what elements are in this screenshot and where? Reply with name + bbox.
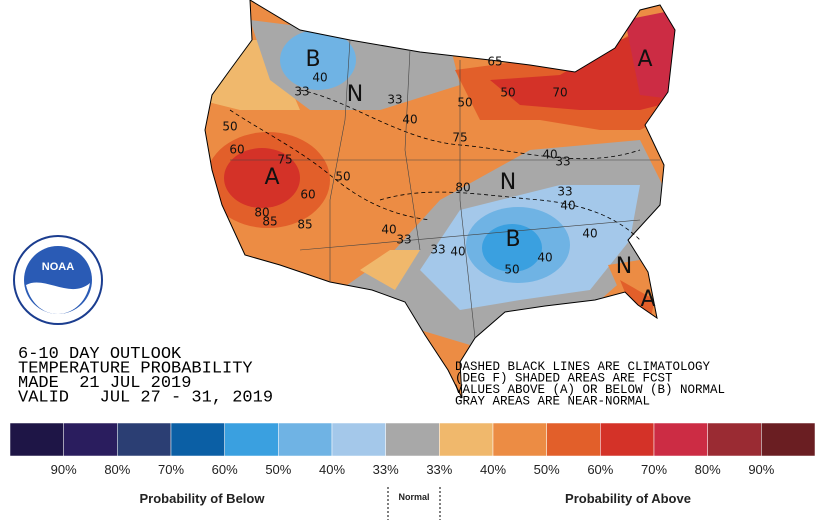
contour-label: 60 (300, 188, 315, 202)
state-line (459, 60, 476, 339)
dashed-line (229, 109, 431, 221)
contour-label: 40 (542, 148, 557, 162)
contour-label: 50 (335, 170, 350, 184)
note-line: (DEG F) SHADED AREAS ARE FCST (455, 372, 673, 386)
outlook-line: 6-10 DAY OUTLOOK (18, 345, 182, 364)
legend-label: 70% (641, 462, 667, 477)
contour-label: 40 (402, 113, 417, 127)
legend-label: 90% (51, 462, 77, 477)
legend-swatch (439, 422, 494, 457)
contour-label: 40 (450, 245, 465, 259)
legend-swatch (492, 422, 547, 457)
note-line: GRAY AREAS ARE NEAR-NORMAL (455, 395, 650, 409)
contour-label: 85 (262, 215, 277, 229)
contour-label: 60 (229, 143, 244, 157)
contour-label: 50 (457, 96, 472, 110)
contour-label: 33 (430, 243, 445, 257)
contour-label: 33 (555, 155, 570, 169)
contour-label: 40 (381, 223, 396, 237)
region-letter: A (637, 47, 652, 72)
legend-swatch (707, 422, 762, 457)
legend-label: 33% (373, 462, 399, 477)
legend-normal: Normal (398, 492, 429, 502)
contour-label: 40 (537, 251, 552, 265)
contour-label: 33 (387, 93, 402, 107)
shade (625, 10, 675, 100)
legend-swatch (385, 422, 440, 457)
legend-swatch (653, 422, 708, 457)
legend-swatch (63, 422, 118, 457)
notes-text: DASHED BLACK LINES ARE CLIMATOLOGY(DEG F… (455, 360, 725, 409)
legend-label: 90% (748, 462, 774, 477)
region-letter: N (500, 170, 516, 195)
region-letter: A (264, 165, 279, 190)
legend-label: 70% (158, 462, 184, 477)
note-line: VALUES ABOVE (A) OR BELOW (B) NORMAL (455, 383, 725, 397)
outlook-line: MADE 21 JUL 2019 (18, 374, 191, 393)
contour-label: 80 (254, 206, 269, 220)
legend-swatch (117, 422, 172, 457)
shaded-areas (205, 0, 675, 398)
contour-label: 75 (277, 153, 292, 167)
legend-label: 50% (534, 462, 560, 477)
state-line (404, 49, 421, 251)
contour-label: 50 (504, 263, 519, 277)
region-letter: A (640, 287, 655, 312)
contour-label: 40 (560, 199, 575, 213)
legend-swatch (9, 422, 64, 457)
region-letter: N (347, 82, 363, 107)
legend-above: Probability of Above (565, 491, 691, 506)
legend-swatch (331, 422, 386, 457)
contour-label: 85 (297, 218, 312, 232)
noaa-logo: NOAA (13, 235, 103, 325)
outlook-line: VALID JUL 27 - 31, 2019 (18, 389, 273, 408)
contour-label: 40 (582, 227, 597, 241)
state-lines (230, 39, 660, 339)
contour-label: 65 (487, 55, 502, 69)
legend-label: 50% (265, 462, 291, 477)
contour-label: 33 (557, 185, 572, 199)
us-outline (204, 0, 676, 399)
legend-label: 60% (212, 462, 238, 477)
legend-swatch (224, 422, 279, 457)
legend-swatch (278, 422, 333, 457)
shade (224, 148, 300, 208)
region-letter: N (616, 254, 632, 279)
contour-label: 70 (552, 86, 567, 100)
legend-swatch (600, 422, 655, 457)
legend-below: Probability of Below (140, 491, 266, 506)
legend-label: 33% (426, 462, 452, 477)
region-letter: B (505, 227, 520, 252)
legend-swatch (170, 422, 225, 457)
legend-swatch (546, 422, 601, 457)
logo-gull (26, 282, 90, 314)
legend-label: 80% (695, 462, 721, 477)
shade (620, 280, 655, 320)
shade (360, 250, 420, 290)
legend: 90% 80% 70% 60% 50% 40% 33% 33% 40% 50% 60% 70% 80% 9… (9, 422, 816, 477)
shade (482, 224, 542, 272)
note-line: DASHED BLACK LINES ARE CLIMATOLOGY (455, 360, 711, 374)
legend-swatch (761, 422, 816, 457)
contour-label: 50 (500, 86, 515, 100)
outlook-line: TEMPERATURE PROBABILITY (18, 360, 253, 379)
contour-label: 40 (312, 71, 327, 85)
legend-label: 40% (480, 462, 506, 477)
contour-label: 80 (455, 181, 470, 195)
logo-text: NOAA (42, 261, 74, 273)
legend-label: 40% (319, 462, 345, 477)
region-letter: B (305, 47, 320, 72)
legend-label: 60% (587, 462, 613, 477)
contour-label: 50 (222, 120, 237, 134)
state-line (299, 219, 641, 251)
shade (280, 30, 356, 90)
contour-label: 75 (452, 131, 467, 145)
contour-label: 33 (396, 233, 411, 247)
contour-label: 33 (294, 85, 309, 99)
legend-label: 80% (104, 462, 130, 477)
